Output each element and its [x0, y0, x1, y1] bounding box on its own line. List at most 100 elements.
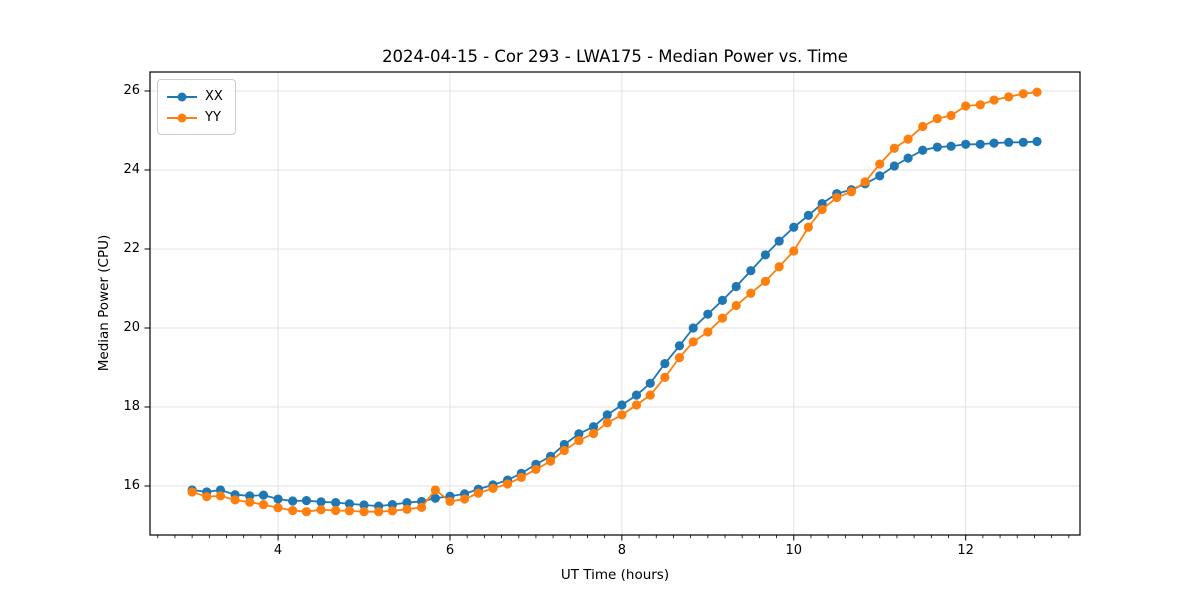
data-point-XX [430, 493, 440, 503]
data-point-XX [602, 410, 612, 420]
data-point-XX [631, 390, 642, 400]
y-tick-label: 24 [123, 161, 140, 177]
data-point-XX [660, 358, 670, 369]
data-point-YY [187, 487, 197, 497]
data-point-YY [875, 159, 885, 169]
data-point-XX [288, 496, 298, 506]
data-point-XX [889, 161, 899, 171]
x-tick-label: 12 [957, 543, 974, 558]
data-point-YY [817, 204, 827, 215]
data-point-YY [846, 187, 856, 197]
data-point-YY [717, 313, 728, 323]
data-point-XX [387, 499, 397, 510]
data-point-XX [789, 222, 799, 232]
data-point-YY [688, 337, 698, 347]
data-point-XX [946, 141, 956, 151]
y-tick-label: 20 [123, 319, 140, 335]
data-point-YY [502, 479, 513, 489]
data-point-XX [918, 145, 928, 155]
data-point-XX [903, 153, 913, 163]
data-point-YY [903, 134, 913, 144]
data-point-XX [574, 429, 584, 439]
y-tick-label: 22 [123, 240, 140, 256]
data-point-XX [645, 378, 655, 388]
data-point-XX [875, 171, 885, 181]
data-point-YY [417, 502, 427, 512]
data-point-XX [402, 498, 412, 508]
data-point-YY [588, 428, 599, 439]
data-point-YY [402, 504, 412, 514]
data-point-XX [316, 497, 326, 507]
data-point-XX [258, 490, 269, 500]
legend-label: XX [205, 89, 223, 104]
data-point-YY [703, 327, 713, 337]
data-point-YY [545, 456, 556, 466]
data-point-XX [961, 139, 971, 149]
x-axis-label: UT Time (hours) [560, 567, 670, 583]
data-point-YY [230, 495, 240, 505]
data-point-YY [559, 445, 569, 456]
data-point-XX [359, 500, 369, 510]
data-point-YY [1018, 89, 1028, 99]
data-point-XX [803, 210, 813, 220]
data-point-XX [989, 138, 999, 148]
legend-marker-icon [167, 92, 197, 102]
x-tick-label: 4 [273, 543, 283, 558]
data-point-YY [961, 101, 971, 111]
data-point-YY [488, 483, 498, 493]
data-point-XX [717, 295, 728, 305]
legend: XX YY [157, 79, 236, 135]
data-point-YY [374, 507, 384, 517]
data-point-XX [688, 323, 698, 333]
data-point-YY [430, 485, 440, 495]
chart-title: 2024-04-15 - Cor 293 - LWA175 - Median P… [382, 47, 848, 66]
data-point-YY [989, 95, 999, 105]
data-point-YY [932, 114, 942, 124]
data-point-YY [803, 222, 813, 232]
data-point-YY [516, 472, 526, 482]
legend-marker-icon [167, 113, 197, 123]
data-point-XX [674, 341, 685, 351]
data-point-XX [932, 142, 942, 152]
data-point-XX [273, 494, 283, 504]
data-point-YY [245, 497, 255, 507]
data-point-XX [1018, 137, 1028, 147]
data-point-YY [975, 100, 985, 110]
data-point-XX [731, 281, 741, 292]
data-point-XX [344, 499, 355, 509]
data-point-XX [760, 250, 771, 260]
data-point-YY [387, 506, 397, 516]
data-point-YY [215, 491, 226, 501]
x-tick-label: 8 [617, 543, 627, 558]
data-point-YY [202, 492, 212, 502]
x-tick-label: 6 [445, 543, 455, 558]
data-point-YY [301, 507, 312, 517]
data-point-YY [832, 193, 842, 203]
data-point-YY [258, 499, 269, 510]
data-point-YY [273, 503, 283, 513]
data-point-YY [774, 262, 784, 272]
data-point-YY [602, 418, 612, 428]
data-point-YY [1032, 87, 1042, 97]
y-tick-label: 16 [123, 478, 140, 493]
data-point-YY [645, 390, 655, 400]
data-point-YY [889, 143, 899, 153]
data-point-YY [660, 372, 670, 382]
data-point-YY [531, 464, 541, 475]
data-point-YY [473, 488, 483, 498]
series-line-XX [191, 140, 1038, 508]
data-point-XX [301, 496, 312, 506]
data-point-YY [918, 121, 928, 132]
data-point-XX [617, 400, 627, 410]
data-point-YY [344, 506, 355, 516]
y-tick-label: 26 [123, 82, 140, 98]
data-point-YY [617, 410, 627, 420]
legend-entry-YY: YY [167, 107, 223, 128]
data-point-YY [946, 110, 956, 121]
data-point-XX [703, 309, 713, 319]
data-point-YY [760, 276, 771, 286]
data-point-XX [975, 139, 985, 149]
data-point-YY [316, 505, 326, 515]
